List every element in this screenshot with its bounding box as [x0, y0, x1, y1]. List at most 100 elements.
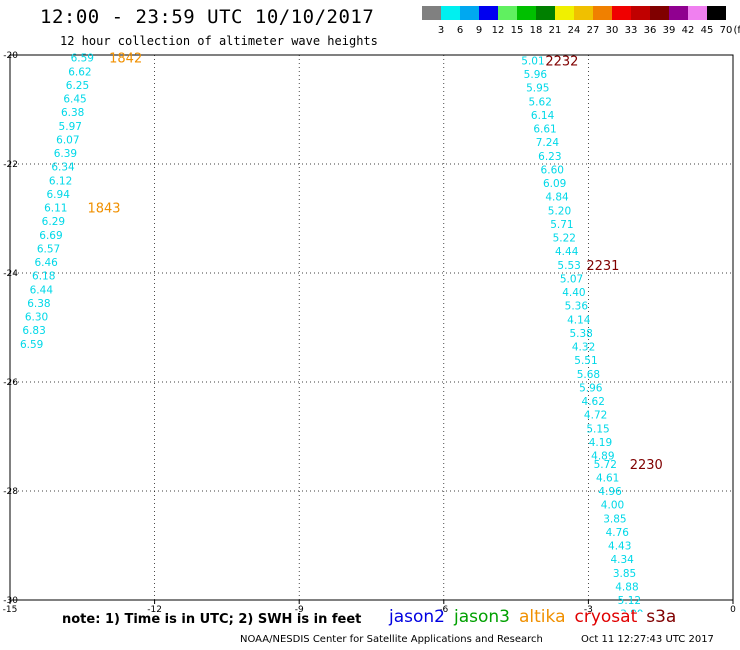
- colorbar-swatch: [669, 6, 688, 20]
- colorbar-label: 24: [567, 25, 581, 36]
- colorbar-swatch: [593, 6, 612, 20]
- colorbar-label: 15: [510, 25, 524, 36]
- data-point-label: 5.36: [565, 301, 589, 313]
- colorbar-label: 21: [548, 25, 562, 36]
- legend-item: jason3: [454, 607, 510, 627]
- data-point-label: 5.68: [577, 369, 600, 381]
- data-point-label: 3.85: [603, 513, 626, 525]
- page-subtitle: 12 hour collection of altimeter wave hei…: [60, 34, 378, 48]
- colorbar-swatch: [612, 6, 631, 20]
- data-point-label: 4.19: [589, 437, 612, 449]
- pass-time-label: 2232: [545, 54, 578, 69]
- colorbar-label: 9: [475, 25, 483, 36]
- data-point-label: 4.72: [584, 410, 607, 422]
- data-point-label: 5.12: [618, 595, 641, 607]
- data-point-label: 5.95: [526, 83, 549, 95]
- data-point-label: 6.62: [68, 66, 91, 78]
- data-point-label: 5.96: [524, 69, 548, 81]
- x-tick-label: -6: [439, 605, 448, 612]
- colorbar-swatch: [650, 6, 669, 20]
- pass-time-label: 1842: [109, 52, 142, 67]
- y-tick-label: -24: [3, 269, 18, 279]
- data-point-label: 6.18: [32, 271, 55, 283]
- data-point-label: 6.59: [20, 339, 43, 351]
- data-point-label: 5.53: [557, 260, 580, 272]
- data-point-label: 5.15: [586, 423, 609, 435]
- data-point-label: 4.96: [598, 486, 622, 498]
- data-point-label: 6.11: [44, 203, 67, 215]
- pass-time-label: 2231: [586, 259, 619, 274]
- data-point-label: 5.51: [574, 355, 597, 367]
- data-point-label: 4.43: [608, 541, 631, 553]
- data-point-label: 4.84: [545, 192, 569, 204]
- data-point-label: 5.20: [548, 205, 571, 217]
- colorbar-swatch: [688, 6, 707, 20]
- data-point-label: 3.80: [620, 609, 643, 612]
- data-point-label: 6.38: [27, 298, 50, 310]
- data-point-label: 6.57: [37, 243, 60, 255]
- y-tick-label: -26: [3, 378, 18, 388]
- data-point-label: 6.38: [61, 107, 84, 119]
- x-tick-label: -3: [584, 605, 593, 612]
- data-point-label: 4.44: [555, 246, 579, 258]
- colorbar-label: 18: [529, 25, 543, 36]
- data-point-label: 6.14: [531, 110, 555, 122]
- data-point-label: 7.24: [536, 137, 560, 149]
- data-point-label: 4.61: [596, 472, 619, 484]
- page-title: 12:00 - 23:59 UTC 10/10/2017: [40, 6, 375, 28]
- colorbar-label: 3: [437, 25, 445, 36]
- data-point-label: 5.22: [553, 233, 576, 245]
- data-point-label: 4.62: [582, 396, 605, 408]
- pass-time-label: 2230: [630, 458, 663, 473]
- colorbar-swatch: [460, 6, 479, 20]
- y-tick-label: -20: [3, 51, 18, 61]
- data-point-label: 6.44: [30, 284, 54, 296]
- colorbar-label: 27: [586, 25, 600, 36]
- data-point-label: 6.45: [63, 94, 86, 106]
- colorbar-swatch: [479, 6, 498, 20]
- data-point-label: 6.46: [34, 257, 58, 269]
- colorbar-label: 42: [681, 25, 695, 36]
- data-point-label: 6.30: [25, 312, 48, 324]
- colorbar-swatch: [574, 6, 593, 20]
- data-point-label: 5.72: [594, 459, 617, 471]
- colorbar-swatch: [517, 6, 536, 20]
- colorbar-swatch: [441, 6, 460, 20]
- data-point-label: 6.83: [22, 325, 45, 337]
- x-tick-label: -12: [147, 605, 162, 612]
- footer-note: note: 1) Time is in UTC; 2) SWH is in fe…: [62, 612, 362, 627]
- data-point-label: 6.34: [51, 162, 75, 174]
- x-tick-label: -9: [295, 605, 304, 612]
- x-tick-label: -15: [3, 605, 18, 612]
- legend: jason2 jason3 altika cryosat s3a: [389, 607, 685, 627]
- footer-timestamp: Oct 11 12:27:43 UTC 2017: [581, 634, 714, 645]
- legend-item: cryosat: [574, 607, 638, 627]
- colorbar-label: 70: [719, 25, 733, 36]
- colorbar-label: 45: [700, 25, 714, 36]
- colorbar-swatch: [707, 6, 726, 20]
- data-point-label: 4.40: [562, 287, 585, 299]
- colorbar-label: 39: [662, 25, 676, 36]
- data-point-label: 6.61: [533, 124, 556, 136]
- data-point-label: 4.34: [610, 554, 634, 566]
- legend-item: jason2: [389, 607, 445, 627]
- legend-item: s3a: [646, 607, 677, 627]
- colorbar-swatch: [536, 6, 555, 20]
- data-point-label: 6.94: [47, 189, 71, 201]
- colorbar-unit: (ft): [733, 25, 740, 36]
- data-point-label: 4.89: [591, 451, 614, 463]
- data-point-label: 6.39: [54, 148, 77, 160]
- colorbar-label: 30: [605, 25, 619, 36]
- data-point-label: 4.00: [601, 500, 624, 512]
- colorbar-swatch: [498, 6, 517, 20]
- data-point-label: 3.85: [613, 568, 636, 580]
- data-point-label: 4.32: [572, 342, 595, 354]
- data-point-label: 6.09: [543, 178, 566, 190]
- colorbar-label: 12: [491, 25, 505, 36]
- colorbar-swatch: [631, 6, 650, 20]
- data-point-label: 4.14: [567, 314, 591, 326]
- data-point-label: 5.97: [59, 121, 82, 133]
- data-point-label: 6.25: [66, 80, 89, 92]
- colorbar-label: 33: [624, 25, 638, 36]
- data-point-label: 6.23: [538, 151, 561, 163]
